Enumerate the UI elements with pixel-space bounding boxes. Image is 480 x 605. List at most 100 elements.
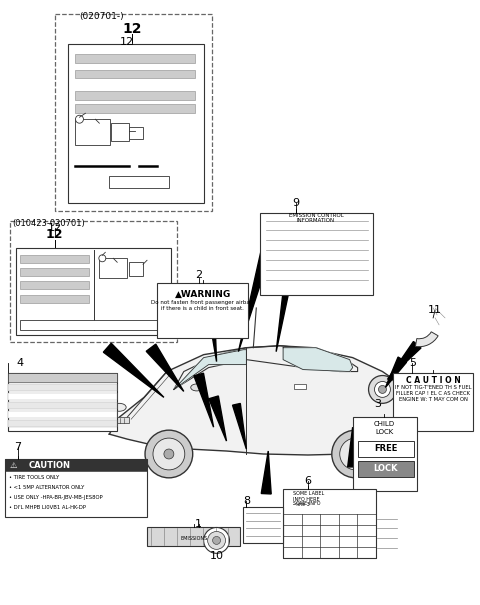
Ellipse shape [404, 397, 414, 411]
Polygon shape [239, 249, 271, 352]
Circle shape [332, 430, 380, 478]
Bar [358, 461, 414, 477]
Text: 12: 12 [48, 223, 62, 234]
Bar [75, 119, 110, 145]
Bar [129, 127, 143, 139]
Text: 12: 12 [46, 229, 63, 241]
Text: 10: 10 [210, 551, 224, 561]
Polygon shape [209, 396, 227, 441]
Text: • USE ONLY -HPA-BR-JBV-MB-JES8OP: • USE ONLY -HPA-BR-JBV-MB-JES8OP [9, 495, 103, 500]
Text: 8: 8 [243, 495, 250, 506]
Text: 2: 2 [195, 270, 202, 280]
Bar [8, 373, 117, 382]
Text: C A U T I O N: C A U T I O N [406, 376, 460, 385]
Bar [260, 212, 372, 295]
Bar [16, 249, 171, 335]
Polygon shape [109, 345, 417, 455]
Text: FREE: FREE [374, 444, 397, 453]
Circle shape [75, 115, 84, 123]
Text: CAUTION: CAUTION [29, 461, 71, 470]
Bar [8, 384, 117, 391]
Bar [20, 255, 89, 263]
Text: IF NOT TIG-T'ENED TH S FUEL
FILLER CAP ! EL C AS CHECK
ENGINE W: T MAY COM ON: IF NOT TIG-T'ENED TH S FUEL FILLER CAP !… [395, 385, 471, 402]
Bar [394, 373, 473, 431]
Polygon shape [204, 284, 216, 362]
Text: 6: 6 [304, 476, 312, 486]
Bar [20, 320, 159, 330]
Polygon shape [387, 341, 421, 379]
Text: SOME LABEL
INFO HERE
- line 3: SOME LABEL INFO HERE - line 3 [293, 491, 324, 508]
Bar [8, 420, 117, 427]
Bar [68, 44, 204, 203]
Bar [109, 417, 129, 424]
Bar [75, 70, 195, 79]
Polygon shape [174, 350, 246, 390]
Polygon shape [261, 451, 271, 494]
Text: 12: 12 [120, 37, 134, 47]
Circle shape [340, 438, 372, 470]
Circle shape [374, 382, 390, 397]
Polygon shape [283, 348, 353, 371]
Text: • DI'L MHPB LI0VB1 AL-HK-DP: • DI'L MHPB LI0VB1 AL-HK-DP [9, 505, 86, 509]
Text: 5: 5 [409, 358, 416, 368]
Circle shape [351, 449, 360, 459]
Text: • TIRE TOOLS ONLY: • TIRE TOOLS ONLY [9, 475, 59, 480]
Text: EMISSION CONTROL
INFORMATION: EMISSION CONTROL INFORMATION [288, 212, 343, 223]
Bar [147, 526, 240, 546]
Polygon shape [194, 373, 214, 427]
Bar [20, 295, 89, 303]
Bar [157, 283, 248, 338]
Circle shape [145, 430, 192, 478]
Bar [75, 54, 195, 62]
Polygon shape [348, 427, 358, 467]
Polygon shape [103, 343, 164, 397]
Bar [20, 281, 89, 289]
Ellipse shape [112, 404, 126, 411]
Text: 12: 12 [122, 22, 142, 36]
Text: 11: 11 [428, 305, 442, 315]
Circle shape [208, 531, 226, 549]
Text: ▲WARNING: ▲WARNING [175, 290, 231, 299]
Text: LOCK: LOCK [373, 464, 398, 473]
Text: 9: 9 [292, 198, 300, 208]
Bar [353, 417, 417, 491]
Text: EMISSIONS: EMISSIONS [180, 536, 207, 541]
Circle shape [99, 255, 106, 262]
Bar [294, 384, 306, 390]
Bar [358, 441, 414, 457]
Polygon shape [146, 344, 184, 391]
Circle shape [213, 537, 220, 544]
Bar [8, 411, 117, 418]
Circle shape [164, 449, 174, 459]
Bar [75, 104, 195, 113]
Bar [111, 123, 129, 141]
Bar [8, 393, 117, 401]
Ellipse shape [191, 384, 203, 391]
Bar [109, 176, 169, 188]
Bar [55, 14, 212, 211]
Bar [5, 459, 147, 517]
Text: 4: 4 [16, 358, 24, 368]
Text: LOCK: LOCK [375, 429, 394, 435]
Bar [8, 402, 117, 410]
Text: SOME INFO: SOME INFO [293, 501, 321, 506]
Bar [20, 268, 89, 276]
Text: (010423-020701): (010423-020701) [12, 218, 84, 227]
Wedge shape [415, 332, 438, 347]
Text: 7: 7 [14, 442, 22, 452]
Circle shape [153, 438, 185, 470]
Text: 3: 3 [374, 399, 381, 410]
Polygon shape [385, 357, 407, 387]
Bar [8, 373, 117, 431]
Circle shape [379, 385, 386, 393]
Bar [243, 506, 283, 543]
Text: CHILD: CHILD [374, 421, 395, 427]
Text: 1: 1 [195, 518, 202, 529]
Bar [5, 459, 147, 471]
Bar [10, 221, 177, 342]
Bar [129, 262, 143, 276]
Text: (020701-): (020701-) [80, 12, 124, 21]
Bar [283, 489, 375, 558]
Polygon shape [232, 404, 246, 449]
Polygon shape [276, 247, 298, 352]
